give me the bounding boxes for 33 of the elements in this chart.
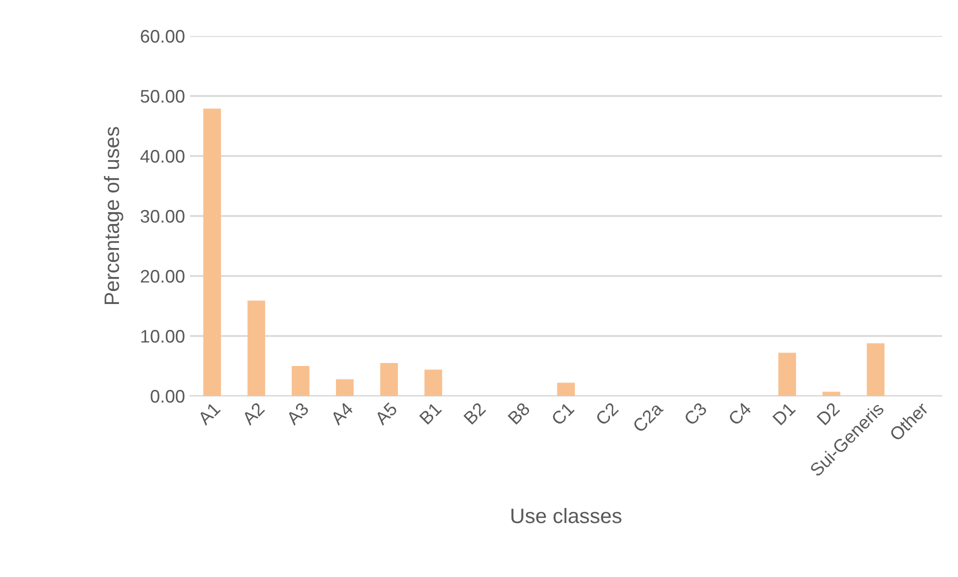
x-tick-label: B2: [463, 402, 486, 425]
bar: [866, 343, 884, 396]
y-tick-label: 50.00: [140, 90, 184, 103]
y-tick-label: 60.00: [140, 30, 184, 43]
x-tick-label: A3: [285, 402, 310, 426]
x-tick-label: C4: [728, 402, 752, 426]
x-tick-label: A2: [241, 402, 265, 426]
bar: [380, 363, 398, 396]
x-tick-label: C2: [594, 402, 619, 426]
bar: [203, 108, 221, 396]
bar: [424, 370, 442, 396]
bar: [292, 366, 310, 396]
x-tick-label: C2a: [632, 401, 664, 434]
x-tick-label: B8: [508, 402, 531, 425]
y-tick-label: 30.00: [140, 210, 184, 223]
x-tick-label: A4: [330, 402, 354, 426]
y-tick-label: 0.00: [150, 390, 184, 403]
x-tick-label: D1: [772, 402, 796, 426]
x-tick-label: B1: [419, 402, 442, 425]
bar: [557, 382, 575, 396]
bar: [248, 300, 266, 396]
y-tick-label: 10.00: [141, 330, 184, 343]
y-axis-title: Percentage of uses: [104, 126, 124, 304]
bar: [822, 392, 840, 396]
y-tick-label: 20.00: [140, 270, 184, 283]
x-axis-title: Use classes: [511, 508, 622, 524]
x-tick-label: C1: [550, 402, 575, 426]
y-tick-label: 40.00: [140, 150, 184, 163]
x-tick-label: A1: [196, 402, 221, 426]
bar: [336, 379, 354, 396]
bar: [778, 352, 796, 396]
x-tick-label: A5: [374, 402, 398, 426]
x-tick-label: C3: [683, 402, 708, 426]
